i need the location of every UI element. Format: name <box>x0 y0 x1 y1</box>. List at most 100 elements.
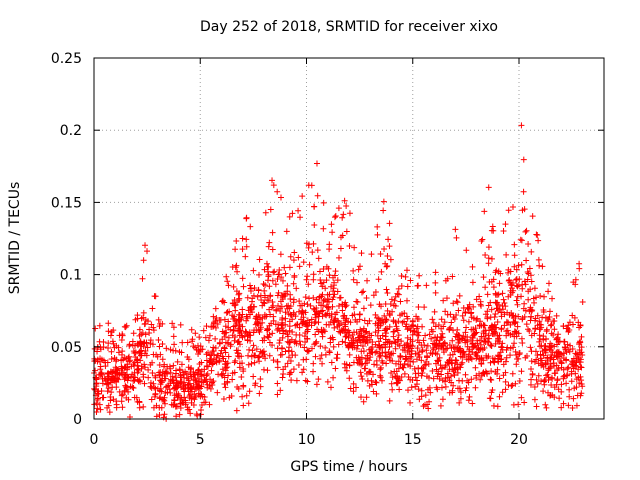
data-point <box>420 365 427 372</box>
data-point <box>319 329 326 336</box>
data-point <box>218 347 225 354</box>
data-point <box>305 347 312 354</box>
data-point <box>266 339 273 346</box>
y-tick-label: 0.1 <box>60 268 82 284</box>
data-point <box>308 182 315 189</box>
data-point <box>170 362 177 369</box>
data-point <box>134 369 141 376</box>
data-point <box>232 357 239 364</box>
data-point <box>153 351 160 358</box>
data-point <box>514 323 521 330</box>
data-point <box>314 247 321 254</box>
data-point <box>407 341 414 348</box>
data-point <box>342 364 349 371</box>
data-point <box>488 255 495 262</box>
data-point <box>447 351 454 358</box>
data-point <box>362 355 369 362</box>
data-point <box>264 277 271 284</box>
data-point <box>244 294 251 301</box>
data-point <box>457 389 464 396</box>
data-point <box>516 377 523 384</box>
data-point <box>253 346 260 353</box>
data-point <box>394 290 401 297</box>
data-point <box>284 305 291 312</box>
data-point <box>285 354 292 361</box>
data-point <box>174 394 181 401</box>
chart-title: Day 252 of 2018, SRMTID for receiver xix… <box>200 19 498 35</box>
data-point <box>542 314 549 321</box>
data-point <box>456 399 463 406</box>
data-point <box>330 343 337 350</box>
data-point <box>401 360 408 367</box>
data-point <box>436 341 443 348</box>
data-point <box>318 326 325 333</box>
data-point <box>292 322 299 329</box>
data-point <box>424 354 431 361</box>
data-point <box>303 276 310 283</box>
data-point <box>534 352 541 359</box>
data-point <box>227 341 234 348</box>
data-point <box>323 321 330 328</box>
data-point <box>560 350 567 357</box>
data-point <box>221 344 228 351</box>
data-point <box>346 351 353 358</box>
data-point <box>99 375 106 382</box>
data-point <box>480 322 487 329</box>
data-point <box>269 229 276 236</box>
data-point <box>547 364 554 371</box>
data-point <box>508 310 515 317</box>
data-point <box>448 319 455 326</box>
data-point <box>318 352 325 359</box>
data-point <box>239 246 246 253</box>
data-point <box>412 374 419 381</box>
data-point <box>141 380 148 387</box>
data-point <box>511 328 518 335</box>
data-point <box>309 249 316 256</box>
data-point <box>129 371 136 378</box>
data-point <box>537 293 544 300</box>
data-point <box>303 356 310 363</box>
data-point <box>558 364 565 371</box>
data-point <box>411 365 418 372</box>
data-point <box>286 213 293 220</box>
data-point <box>138 315 145 322</box>
data-point <box>286 327 293 334</box>
data-point <box>383 286 390 293</box>
data-point <box>232 307 239 314</box>
data-point <box>401 347 408 354</box>
data-point <box>442 308 449 315</box>
data-point <box>389 374 396 381</box>
data-point <box>142 320 149 327</box>
data-point <box>573 402 580 409</box>
data-point <box>382 316 389 323</box>
data-point <box>522 354 529 361</box>
data-point <box>450 382 457 389</box>
data-point <box>410 328 417 335</box>
data-point <box>548 342 555 349</box>
data-point <box>326 349 333 356</box>
data-point <box>440 349 447 356</box>
data-point <box>383 353 390 360</box>
data-point <box>285 333 292 340</box>
data-point <box>205 337 212 344</box>
data-point <box>161 411 168 418</box>
data-point <box>172 385 179 392</box>
data-point <box>311 222 318 229</box>
data-point <box>236 316 243 323</box>
data-point <box>267 206 274 213</box>
data-point <box>198 359 205 366</box>
data-point <box>513 276 520 283</box>
data-point <box>438 344 445 351</box>
data-point <box>409 317 416 324</box>
data-point <box>94 405 101 412</box>
data-point <box>269 177 276 184</box>
data-point <box>488 306 495 313</box>
data-point <box>432 323 439 330</box>
data-point <box>162 400 168 407</box>
data-point <box>535 237 542 244</box>
data-point <box>343 361 350 368</box>
data-point <box>459 350 466 357</box>
data-point <box>436 354 443 361</box>
data-point <box>212 335 219 342</box>
plot-frame <box>93 57 605 420</box>
